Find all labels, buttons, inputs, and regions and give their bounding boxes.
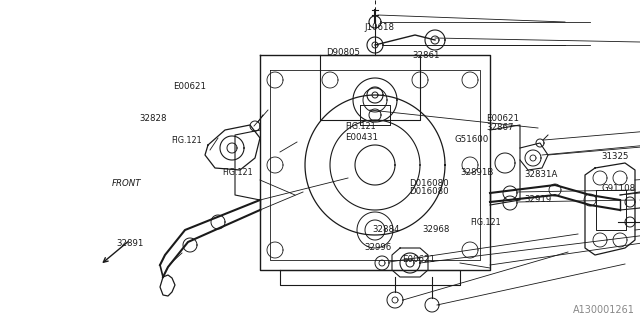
Text: 32831A: 32831A xyxy=(525,170,558,179)
Text: 31325: 31325 xyxy=(602,152,629,161)
Text: 32891: 32891 xyxy=(116,239,144,248)
Text: 32861: 32861 xyxy=(413,52,440,60)
Text: 32828: 32828 xyxy=(140,114,167,123)
Text: 32968: 32968 xyxy=(422,225,450,234)
Text: FIG.121: FIG.121 xyxy=(470,218,501,227)
Text: 32891B: 32891B xyxy=(461,168,494,177)
Text: 32867: 32867 xyxy=(486,124,514,132)
Text: E00621: E00621 xyxy=(486,114,520,123)
Text: 32919: 32919 xyxy=(525,196,552,204)
Text: D016080: D016080 xyxy=(410,180,449,188)
Text: FIG.121: FIG.121 xyxy=(172,136,202,145)
Text: D016080: D016080 xyxy=(410,188,449,196)
Text: FIG.121: FIG.121 xyxy=(223,168,253,177)
Text: FIG.121: FIG.121 xyxy=(346,122,376,131)
Text: G51600: G51600 xyxy=(454,135,489,144)
Text: D90805: D90805 xyxy=(326,48,360,57)
Text: A130001261: A130001261 xyxy=(573,305,635,315)
Text: 32884: 32884 xyxy=(372,225,400,234)
Text: E00431: E00431 xyxy=(346,133,379,142)
Text: E00621: E00621 xyxy=(173,82,206,91)
Text: 32996: 32996 xyxy=(365,244,392,252)
Text: J10618: J10618 xyxy=(365,23,395,32)
Text: G91108: G91108 xyxy=(602,184,636,193)
Text: E00621: E00621 xyxy=(402,255,435,264)
Text: FRONT: FRONT xyxy=(112,180,141,188)
